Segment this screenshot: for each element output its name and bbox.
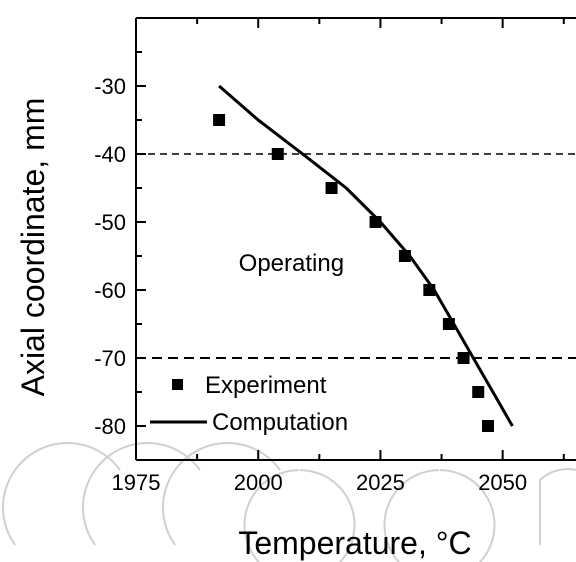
data-point-experiment [423, 284, 436, 296]
data-point-experiment [369, 216, 382, 228]
data-point-experiment [457, 352, 470, 364]
x-tick-label: 2000 [234, 470, 283, 495]
annotation-operating: Operating [239, 250, 344, 277]
data-point-experiment [213, 114, 226, 126]
data-point-experiment [398, 250, 411, 262]
watermark [1, 442, 576, 562]
legend-experiment-label: Experiment [205, 372, 327, 399]
data-point-experiment [482, 420, 494, 432]
data-point-experiment [472, 386, 485, 398]
plot-area: 1975 2000 2025 2050 -30 -40 -50 -60 -70 -80 [94, 17, 576, 495]
y-tick-label: -40 [94, 142, 126, 167]
y-tick-label: -30 [94, 74, 126, 99]
data-point-experiment [325, 182, 338, 194]
x-tick-label: 1975 [112, 470, 161, 495]
x-tick-label: 2050 [478, 470, 527, 495]
legend-computation-label: Computation [212, 409, 348, 436]
legend: Experiment Computation [150, 372, 348, 436]
data-point-experiment [442, 318, 455, 330]
y-tick-label: -70 [94, 346, 126, 371]
x-tick-label: 2025 [356, 470, 405, 495]
y-tick-label: -60 [94, 278, 126, 303]
y-tick-label: -80 [94, 414, 126, 439]
legend-experiment-marker [172, 379, 183, 390]
data-point-experiment [271, 148, 284, 160]
y-tick-label: -50 [94, 210, 126, 235]
x-axis-title: Temperature, °C [238, 525, 471, 561]
y-axis-title: Axial coordinate, mm [15, 98, 51, 397]
